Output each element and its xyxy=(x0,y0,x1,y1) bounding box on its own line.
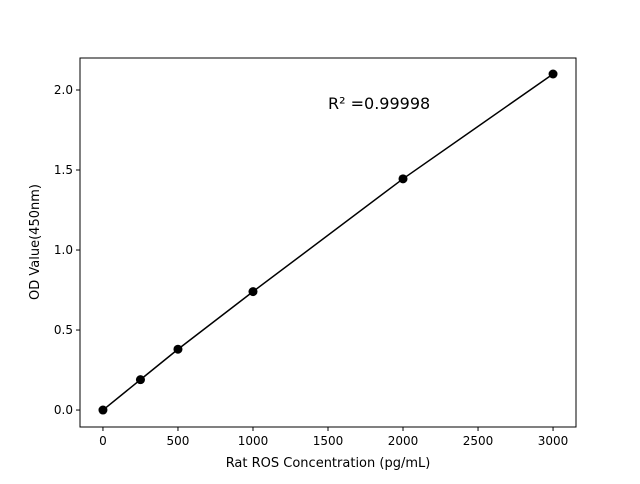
x-tick-label: 1500 xyxy=(313,434,344,448)
y-tick-label: 1.0 xyxy=(54,243,73,257)
y-tick-label: 0.5 xyxy=(54,323,73,337)
y-tick-label: 1.5 xyxy=(54,163,73,177)
y-axis: 0.0 0.5 1.0 1.5 2.0 xyxy=(54,83,80,417)
series-group xyxy=(98,69,558,415)
x-tick-label: 500 xyxy=(167,434,190,448)
x-axis-label: Rat ROS Concentration (pg/mL) xyxy=(226,456,431,471)
x-tick-label: 2000 xyxy=(388,434,419,448)
data-point xyxy=(173,344,183,354)
x-tick-label: 3000 xyxy=(538,434,569,448)
r-squared-annotation: R² =0.99998 xyxy=(328,94,430,113)
data-point xyxy=(398,174,408,184)
x-tick-label: 1000 xyxy=(238,434,269,448)
y-tick-label: 2.0 xyxy=(54,83,73,97)
series-line xyxy=(102,73,554,411)
x-axis: 0 500 1000 1500 2000 2500 3000 xyxy=(99,427,568,448)
x-tick-label: 2500 xyxy=(463,434,494,448)
x-tick-label: 0 xyxy=(99,434,107,448)
data-point xyxy=(135,375,145,385)
y-axis-label: OD Value(450nm) xyxy=(28,184,43,300)
data-point xyxy=(248,287,258,297)
data-point xyxy=(548,69,558,79)
plot-area xyxy=(79,57,577,428)
data-point xyxy=(98,405,108,415)
y-tick-label: 0.0 xyxy=(54,403,73,417)
